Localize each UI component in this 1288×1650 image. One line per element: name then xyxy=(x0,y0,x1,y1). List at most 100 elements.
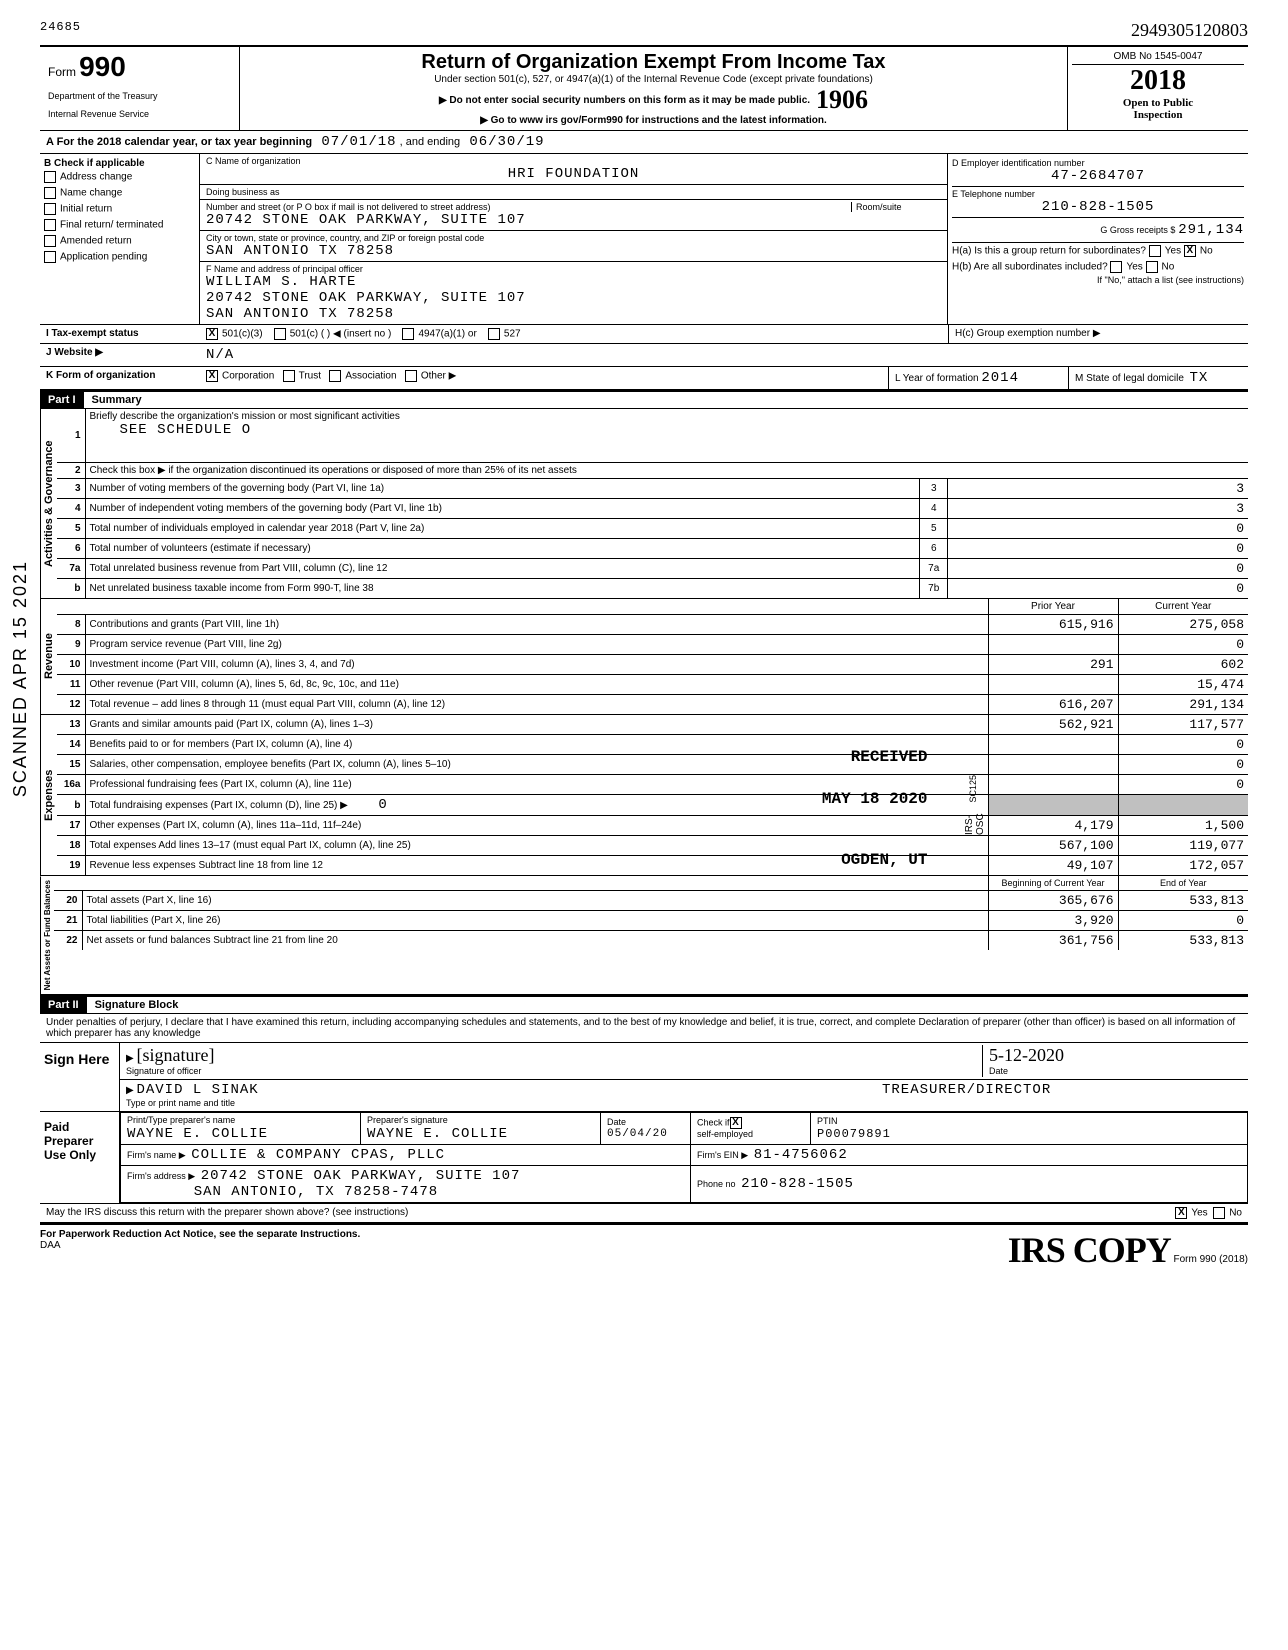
l9-prior xyxy=(988,635,1118,655)
inspect-2: Inspection xyxy=(1072,109,1244,121)
l8-current: 275,058 xyxy=(1118,615,1248,635)
row-a-label: A For the 2018 calendar year, or tax yea… xyxy=(46,136,312,148)
l7b-desc: Net unrelated business taxable income fr… xyxy=(85,579,920,599)
chk-527[interactable] xyxy=(488,328,500,340)
chk-501c[interactable] xyxy=(274,328,286,340)
chk-amended-return[interactable] xyxy=(44,235,56,247)
top-left-code: 24685 xyxy=(40,20,81,41)
dept-line-2: Internal Revenue Service xyxy=(48,109,231,119)
l9-desc: Program service revenue (Part VIII, line… xyxy=(85,635,988,655)
chk-discuss-no[interactable] xyxy=(1213,1207,1225,1219)
officer-addr2: SAN ANTONIO TX 78258 xyxy=(206,306,941,322)
l5-desc: Total number of individuals employed in … xyxy=(85,519,920,539)
opt-4947: 4947(a)(1) or xyxy=(418,329,476,340)
chk-corp[interactable]: X xyxy=(206,370,218,382)
officer-title: TREASURER/DIRECTOR xyxy=(882,1082,1242,1109)
l16b-desc: Total fundraising expenses (Part IX, col… xyxy=(90,800,348,811)
firm-label: Firm's name ▶ xyxy=(127,1150,186,1160)
paid-preparer-label: Paid Preparer Use Only xyxy=(40,1112,120,1203)
l14-prior xyxy=(988,735,1118,755)
paid-h2: Preparer's signature xyxy=(367,1115,448,1125)
chk-assoc[interactable] xyxy=(329,370,341,382)
stamp-1906: 1906 xyxy=(816,85,868,115)
lbl-name-change: Name change xyxy=(60,188,122,199)
chk-initial-return[interactable] xyxy=(44,203,56,215)
name-label: Type or print name and title xyxy=(126,1098,235,1108)
row-a-mid: , and ending xyxy=(400,136,461,148)
chk-4947[interactable] xyxy=(402,328,414,340)
l12-desc: Total revenue – add lines 8 through 11 (… xyxy=(85,695,988,715)
l8-desc: Contributions and grants (Part VIII, lin… xyxy=(85,615,988,635)
l18-prior: 567,100 xyxy=(988,836,1118,856)
perjury-statement: Under penalties of perjury, I declare th… xyxy=(40,1014,1248,1043)
l6-desc: Total number of volunteers (estimate if … xyxy=(85,539,920,559)
sig-officer-label: Signature of officer xyxy=(126,1066,201,1076)
lbl-initial-return: Initial return xyxy=(60,204,112,215)
section-b: B Check if applicable Address change Nam… xyxy=(40,154,1248,325)
chk-application-pending[interactable] xyxy=(44,251,56,263)
lbl-amended-return: Amended return xyxy=(60,236,132,247)
chk-final-return[interactable] xyxy=(44,219,56,231)
chk-trust[interactable] xyxy=(283,370,295,382)
l16a-prior xyxy=(988,775,1118,795)
discuss-no: No xyxy=(1229,1208,1242,1219)
omb-number: OMB No 1545-0047 xyxy=(1072,51,1244,65)
paid-h3: Date xyxy=(607,1117,626,1127)
l13-prior: 562,921 xyxy=(988,715,1118,735)
l15-prior xyxy=(988,755,1118,775)
chk-501c3[interactable]: X xyxy=(206,328,218,340)
paperwork-notice: For Paperwork Reduction Act Notice, see … xyxy=(40,1229,360,1240)
stamp-date: MAY 18 2020 xyxy=(822,791,928,809)
chk-hb-yes[interactable] xyxy=(1110,261,1122,273)
phone-label: Phone no xyxy=(697,1179,736,1189)
l12-current: 291,134 xyxy=(1118,695,1248,715)
l22-desc: Net assets or fund balances Subtract lin… xyxy=(82,931,988,951)
city-state-zip: SAN ANTONIO TX 78258 xyxy=(206,243,941,259)
form-prefix: Form xyxy=(48,65,76,79)
chk-address-change[interactable] xyxy=(44,171,56,183)
chk-discuss-yes[interactable]: X xyxy=(1175,1207,1187,1219)
chk-hb-no[interactable] xyxy=(1146,261,1158,273)
ha-no: No xyxy=(1200,246,1213,257)
part2-title: Signature Block xyxy=(87,997,187,1013)
paid-h5: PTIN xyxy=(817,1116,838,1126)
period-end: 06/30/19 xyxy=(469,134,544,150)
l21-desc: Total liabilities (Part X, line 26) xyxy=(82,911,988,931)
l18-current: 119,077 xyxy=(1118,836,1248,856)
form-subtitle: Under section 501(c), 527, or 4947(a)(1)… xyxy=(248,74,1059,85)
l17-current: 1,500 xyxy=(1118,816,1248,836)
l4-value: 3 xyxy=(948,499,1248,519)
chk-ha-yes[interactable] xyxy=(1149,245,1161,257)
l4-desc: Number of independent voting members of … xyxy=(85,499,920,519)
website: N/A xyxy=(200,344,1248,366)
chk-name-change[interactable] xyxy=(44,187,56,199)
room-label: Room/suite xyxy=(856,202,941,212)
l7a-value: 0 xyxy=(948,559,1248,579)
row-j-label: J Website ▶ xyxy=(46,347,103,358)
form-footer: Form 990 (2018) xyxy=(1174,1254,1248,1265)
hb-label: H(b) Are all subordinates included? xyxy=(952,262,1108,273)
l10-desc: Investment income (Part VIII, column (A)… xyxy=(85,655,988,675)
hc-label: H(c) Group exemption number ▶ xyxy=(955,328,1101,339)
chk-ha-no[interactable]: X xyxy=(1184,245,1196,257)
l5-value: 0 xyxy=(948,519,1248,539)
part1-tag: Part I xyxy=(40,392,84,408)
form-number: 990 xyxy=(79,51,126,82)
section-revenue: Revenue xyxy=(40,599,57,714)
l19-prior: 49,107 xyxy=(988,856,1118,876)
chk-other[interactable] xyxy=(405,370,417,382)
l7b-value: 0 xyxy=(948,579,1248,599)
hdr-begin: Beginning of Current Year xyxy=(988,876,1118,891)
opt-trust: Trust xyxy=(299,371,321,382)
dept-line-1: Department of the Treasury xyxy=(48,91,231,101)
opt-527: 527 xyxy=(504,329,521,340)
l7a-desc: Total unrelated business revenue from Pa… xyxy=(85,559,920,579)
sig-date: 5-12-2020 xyxy=(989,1045,1064,1065)
paid-h1: Print/Type preparer's name xyxy=(127,1115,235,1125)
telephone: 210-828-1505 xyxy=(952,199,1244,215)
preparer-name: WAYNE E. COLLIE xyxy=(127,1126,268,1142)
dba-label: Doing business as xyxy=(206,187,941,197)
chk-self-employed[interactable]: X xyxy=(730,1117,742,1129)
row-i-label: I Tax-exempt status xyxy=(46,328,139,339)
l-label: L Year of formation xyxy=(895,373,979,384)
